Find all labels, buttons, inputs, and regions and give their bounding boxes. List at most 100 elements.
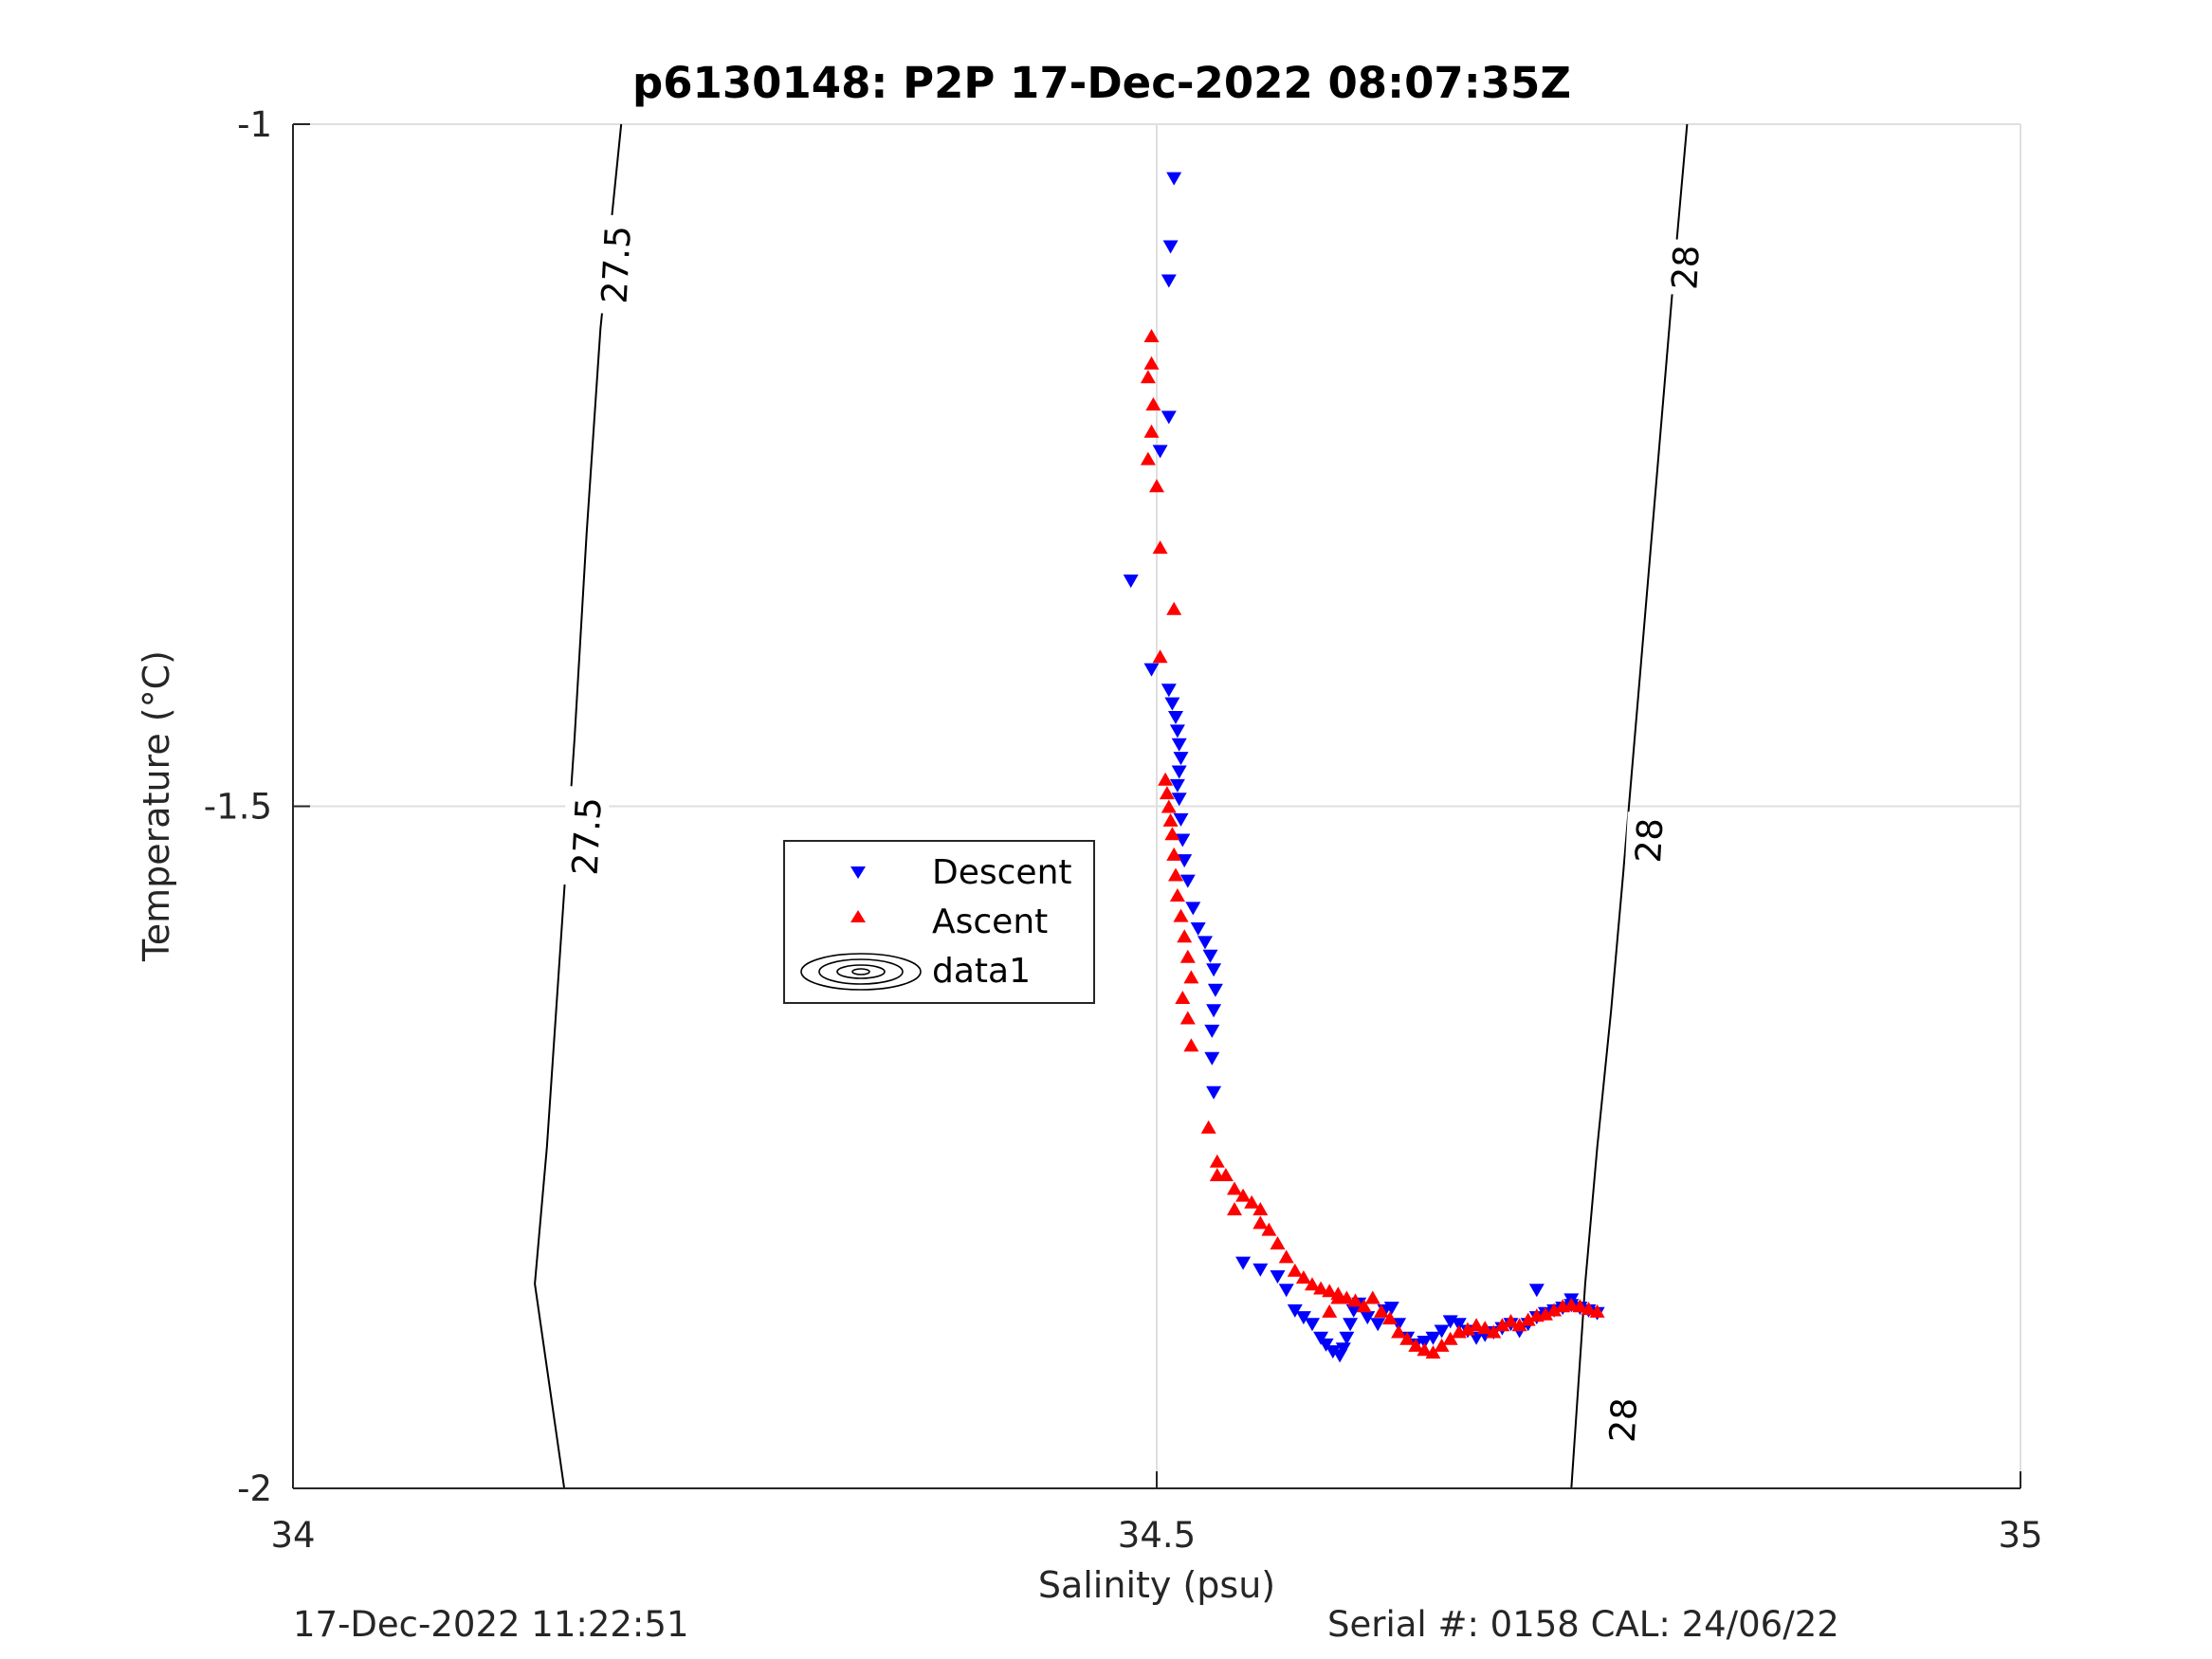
ascent-point (1287, 1263, 1303, 1277)
ascent-point (1399, 1331, 1416, 1345)
ascent-point (1469, 1318, 1485, 1332)
ascent-point (1175, 991, 1191, 1004)
descent-point (1425, 1331, 1441, 1345)
descent-point (1235, 1256, 1252, 1270)
legend-descent-marker (850, 866, 866, 879)
descent-point (1177, 854, 1193, 868)
contour-label-group: 28 (1624, 811, 1672, 869)
ascent-point (1313, 1281, 1329, 1295)
ascent-point (1356, 1299, 1372, 1313)
ascent-point (1227, 1202, 1242, 1215)
legend-contour-label: data1 (932, 952, 1031, 991)
ascent-point (1511, 1318, 1527, 1332)
descent-point (1318, 1338, 1334, 1352)
grid-lines (293, 123, 2021, 1488)
y-axis-label: Temperature (°C) (136, 650, 177, 962)
descent-point (1164, 697, 1180, 711)
ascent-point (1183, 970, 1199, 984)
contour-label-bg (1599, 1391, 1646, 1449)
legend-box (783, 840, 1095, 1004)
contour-label-group: 28 (1661, 238, 1708, 297)
ascent-point (1143, 356, 1160, 370)
ascent-point (1159, 786, 1175, 800)
descent-point (1204, 1024, 1220, 1038)
ascent-point (1364, 1290, 1380, 1304)
ascent-point (1417, 1342, 1433, 1357)
ascent-point (1382, 1311, 1398, 1325)
descent-point (1528, 1284, 1545, 1298)
descent-point (1343, 1318, 1359, 1332)
ascent-point (1140, 370, 1156, 384)
contour-label: 28 (1628, 817, 1671, 864)
ascent-point (1589, 1304, 1605, 1318)
descent-point (1204, 1051, 1220, 1066)
ascent-point (1166, 847, 1182, 861)
ascent-point (1477, 1321, 1493, 1335)
ascent-point (1235, 1188, 1252, 1202)
descent-point (1190, 922, 1206, 936)
descent-point (1171, 738, 1187, 752)
y-tick-label: -2 (237, 1468, 272, 1509)
x-tick-label: 35 (1998, 1515, 2042, 1556)
ascent-point (1347, 1293, 1363, 1307)
descent-point (1434, 1324, 1450, 1339)
descent-point (1169, 778, 1185, 793)
ascent-point (1179, 1011, 1196, 1025)
contour-label-bg (591, 214, 640, 316)
ascent-point (1305, 1277, 1320, 1291)
descent-point (1171, 765, 1187, 779)
ascent-point (1295, 1270, 1311, 1284)
ascent-point (1177, 929, 1193, 943)
ascent-point (1425, 1345, 1441, 1359)
ascent-point (1162, 812, 1179, 827)
ascent-point (1164, 827, 1180, 841)
descent-point (1252, 1263, 1269, 1277)
ascent-point (1520, 1312, 1536, 1326)
descent-point (1206, 963, 1222, 977)
ascent-point (1143, 329, 1160, 342)
descent-point (1417, 1336, 1433, 1349)
x-axis-label: Salinity (psu) (1038, 1564, 1275, 1606)
ascent-point (1161, 799, 1177, 813)
descent-point (1335, 1342, 1351, 1357)
descent-point (1152, 445, 1168, 459)
descent-point (1451, 1318, 1467, 1332)
descent-point (1287, 1304, 1303, 1318)
descent-point (1383, 1302, 1399, 1316)
ascent-point (1278, 1249, 1294, 1264)
ascent-point (1227, 1181, 1242, 1195)
descent-point (1295, 1311, 1311, 1325)
descent-point (1278, 1284, 1294, 1298)
descent-point (1206, 1085, 1222, 1100)
contour-label-group: 27.5 (591, 214, 640, 316)
ascent-point (1143, 424, 1160, 438)
ascent-point (1408, 1338, 1424, 1352)
ascent-point (1252, 1202, 1269, 1215)
ascent-point (1581, 1302, 1597, 1316)
contour-label: 28 (1664, 244, 1707, 290)
footer-serial-cal: Serial #: 0158 CAL: 24/06/22 (1327, 1604, 1839, 1645)
footer-timestamp: 17-Dec-2022 11:22:51 (293, 1604, 689, 1645)
contour-label: 27.5 (565, 796, 610, 877)
descent-point (1161, 274, 1177, 288)
legend-descent-label: Descent (932, 853, 1072, 892)
legend: Descent Ascent data1 (783, 840, 1095, 1004)
contour-label-group: 28 (1599, 1391, 1646, 1449)
descent-point (1270, 1270, 1286, 1284)
descent-point (1370, 1318, 1386, 1332)
descent-point (1305, 1318, 1320, 1332)
descent-point (1171, 793, 1187, 807)
ascent-point (1546, 1303, 1563, 1317)
ascent-point (1183, 1038, 1199, 1052)
ascent-point (1149, 479, 1164, 493)
ascent-point (1209, 1154, 1225, 1168)
ascent-point (1538, 1306, 1553, 1321)
descent-point (1166, 172, 1182, 186)
ascent-point (1179, 949, 1196, 963)
descent-point (1197, 936, 1213, 950)
descent-point (1169, 724, 1185, 738)
ascent-point (1373, 1304, 1389, 1318)
ascent-point (1460, 1322, 1475, 1336)
ascent-point (1330, 1290, 1346, 1304)
